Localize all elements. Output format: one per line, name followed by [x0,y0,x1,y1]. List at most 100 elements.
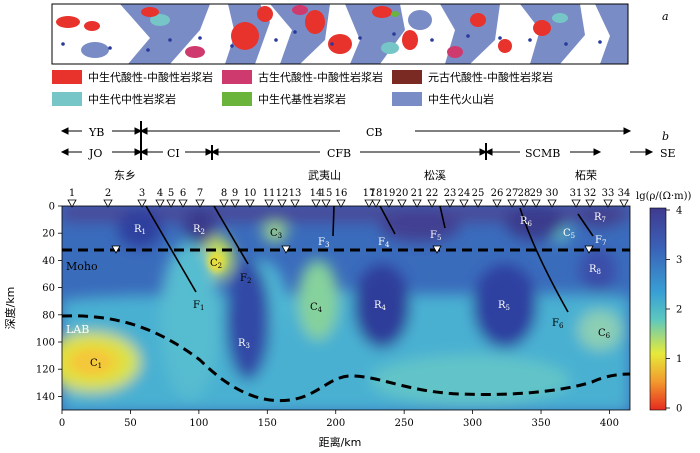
station-number: 16 [335,188,348,199]
y-tick-label: 20 [42,229,55,240]
anomaly-label-c3: C3 [270,228,282,240]
station-number: 2 [105,188,111,199]
anomaly-label-c2: C2 [210,258,222,270]
station-number: 31 [570,188,583,199]
station-marker [219,199,229,208]
station-number: 18 [370,188,383,199]
station-marker [397,199,407,208]
place-wuyishan: 武夷山 [308,169,341,182]
anomaly-label-f1: F1 [193,300,204,312]
resistivity-section: Moho LAB C1 C2 C3 C4 C5 C6 R1 R2 R3 R4 R5 R6 R7 R8 F1 F… [61,205,631,411]
panel-label-b: b [662,130,669,143]
y-tick-label: 0 [49,202,55,213]
unit-cb: CB [366,126,383,139]
station-marker [195,199,205,208]
unit-scmb: SCMB [525,147,560,160]
anomaly-label-f5: F5 [430,230,441,242]
station-marker [384,199,394,208]
anomaly-label-c1: C1 [90,358,102,370]
station-number: 34 [618,188,631,199]
station-number: 5 [168,188,174,199]
station-marker [103,199,113,208]
station-marker [321,199,331,208]
station-number: 1 [69,188,75,199]
station-marker [492,199,502,208]
place-zherong: 柘荣 [575,168,597,182]
place-dongxiang: 东乡 [114,169,136,182]
x-tick-label: 100 [189,418,208,429]
y-tick-label: 140 [36,392,55,403]
station-number: 10 [244,188,257,199]
station-marker [473,199,483,208]
moho-station-marker [584,245,594,254]
lab-label: LAB [66,323,89,336]
station-marker [585,199,595,208]
station-number: 7 [197,188,203,199]
station-number: 12 [276,188,289,199]
y-axis-label: 深度/km [3,287,17,330]
station-marker [277,199,287,208]
x-tick-label: 200 [326,418,345,429]
station-marker [178,199,188,208]
station-marker [371,199,381,208]
station-marker [547,199,557,208]
anomaly-label-r5: R5 [498,300,510,312]
x-tick-label: 150 [258,418,277,429]
legend-swatch [52,92,82,106]
anomaly-label-r7: R7 [594,212,606,224]
place-names: 东乡 武夷山 松溪 柘荣 [114,168,597,182]
station-number: 22 [426,188,439,199]
lab-line [61,314,631,403]
legend-swatch [222,70,252,84]
station-number: 9 [232,188,238,199]
station-number: 28 [518,188,531,199]
station-marker [155,199,165,208]
station-number: 20 [396,188,409,199]
y-tick-label: 80 [42,310,55,321]
x-tick-label: 400 [600,418,619,429]
station-marker [264,199,274,208]
unit-yb: YB [88,126,104,139]
station-number: 19 [383,188,396,199]
station-marker [507,199,517,208]
station-number: 4 [157,188,163,199]
moho-station-marker [111,245,121,254]
faults [145,205,594,313]
legend-swatch [222,92,252,106]
unit-se: SE [660,147,676,160]
legend-swatch [52,70,82,84]
colorbar: lg(ρ/(Ω·m)) 4 3 2 1 0 [636,191,692,415]
station-marker [336,199,346,208]
station-number: 14 [310,188,323,199]
legend-label: 中生代酸性-中酸性岩浆岩 [88,70,213,84]
anomaly-label-c4: C4 [310,302,323,314]
station-number: 25 [472,188,485,199]
station-number: 21 [411,188,424,199]
station-number: 30 [546,188,559,199]
unit-ci: CI [167,147,180,160]
station-marker [230,199,240,208]
anomaly-label-f6: F6 [552,318,564,330]
anomaly-label-r4: R4 [374,300,387,312]
anomaly-label-r6: R6 [520,216,533,228]
y-tick-label: 100 [36,338,55,349]
station-number: 8 [221,188,227,199]
station-number: 29 [530,188,543,199]
unit-cfb: CFB [327,147,351,160]
legend-label: 元古代酸性-中酸性岩浆岩 [428,70,553,84]
x-tick-label: 250 [395,418,414,429]
y-tick-label: 120 [36,365,55,376]
colorbar-tick-label: 2 [676,305,682,316]
x-tick-label: 50 [124,418,137,429]
station-marker [245,199,255,208]
station-marker [137,199,147,208]
anomaly-label-c5: C5 [563,228,575,240]
moho-station-marker [432,245,442,254]
y-tick-label: 60 [42,283,55,294]
x-axis-label: 距离/km [319,435,362,449]
anomaly-label-c6: C6 [598,328,611,340]
station-number: 33 [602,188,615,199]
y-tick-label: 40 [42,256,55,267]
